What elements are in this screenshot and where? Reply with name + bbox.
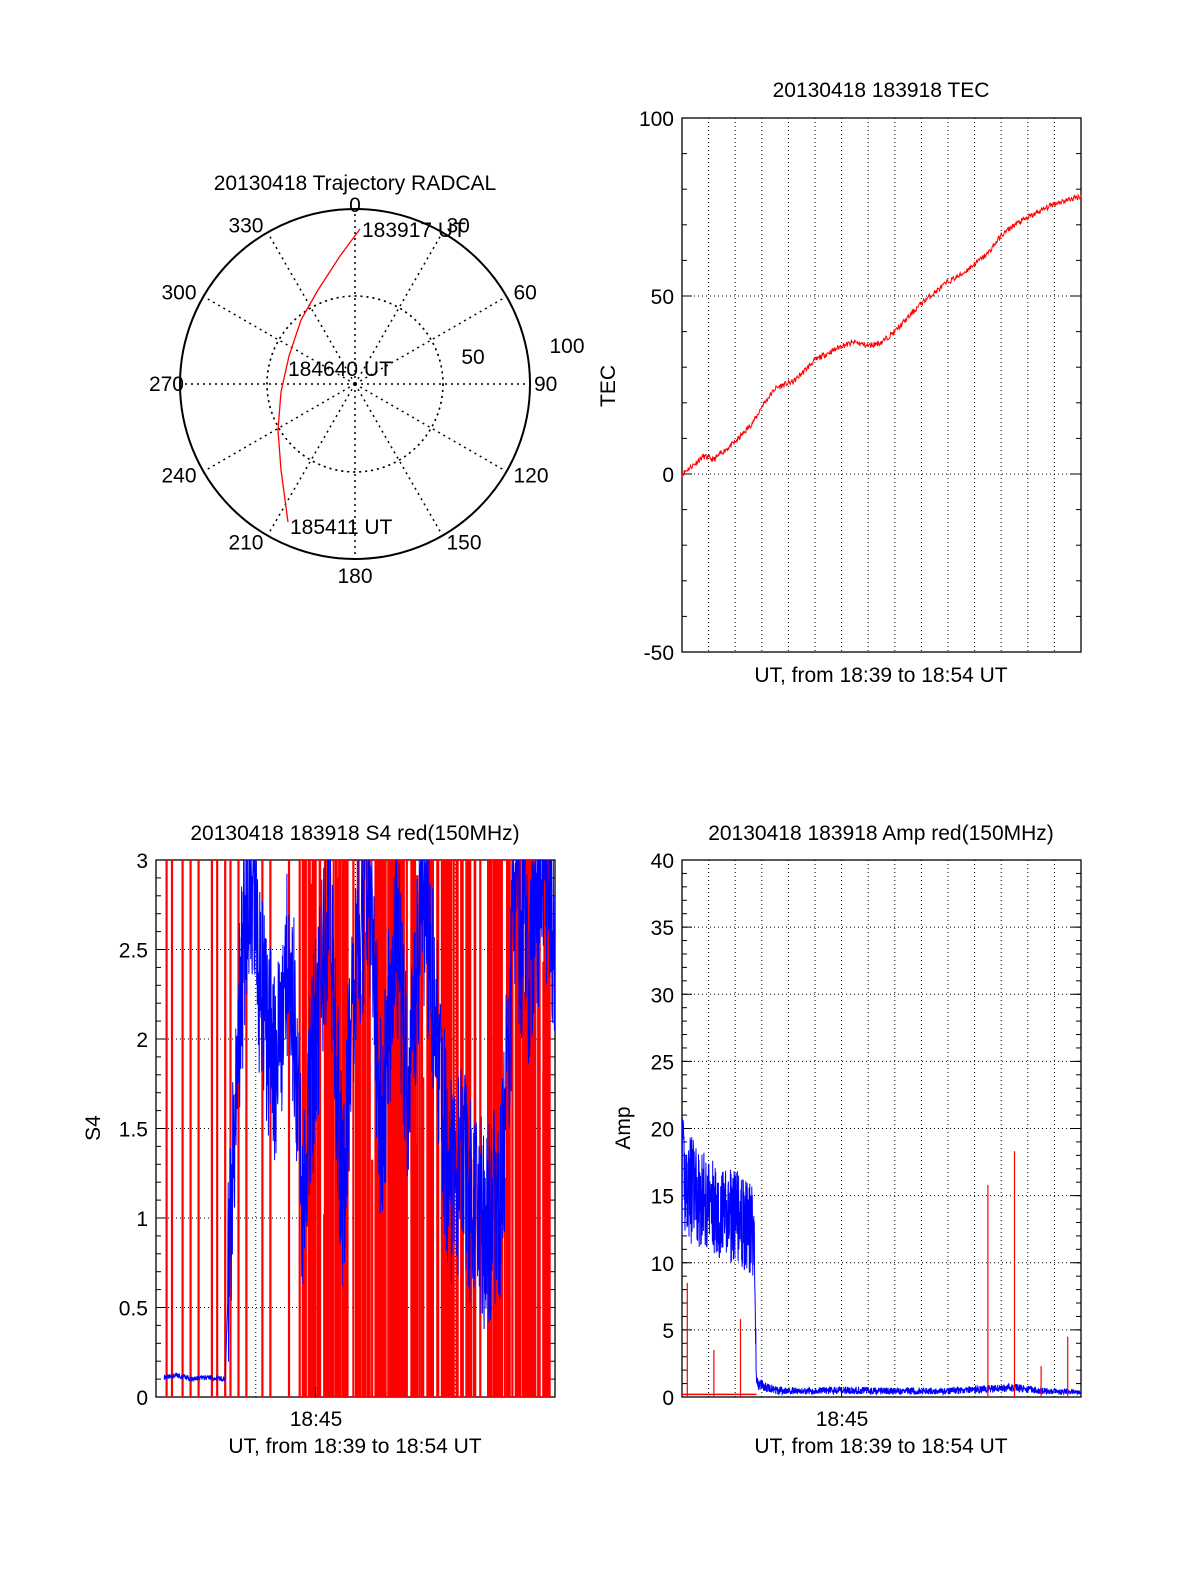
tec-panel: 20130418 183918 TEC TEC UT, from 18:39 t… (597, 79, 1082, 687)
s4-panel: 20130418 183918 S4 red(150MHz) S4 18:45 … (82, 822, 556, 1458)
polar-azimuth-label: 120 (513, 465, 548, 488)
polar-azimuth-label: 240 (161, 465, 196, 488)
amp-y-tick-label: 5 (662, 1320, 674, 1343)
polar-azimuth-label: 60 (513, 282, 536, 305)
polar-spoke (354, 383, 444, 536)
polar-azimuth-label: 210 (228, 531, 263, 554)
polar-spoke (266, 232, 356, 385)
polar-azimuth-label: 90 (534, 373, 557, 396)
polar-annotation-start: 183917 UT (362, 219, 466, 242)
polar-annotation-end: 185411 UT (290, 516, 393, 539)
polar-title: 20130418 Trajectory RADCAL (214, 172, 497, 195)
polar-azimuth-label: 150 (447, 531, 482, 554)
polar-annotation-mid: 184640 UT (288, 358, 392, 381)
amp-xtick-label: 18:45 (816, 1408, 869, 1431)
tec-title: 20130418 183918 TEC (773, 79, 990, 102)
amp-blue-series-line (681, 1118, 1082, 1397)
s4-y-tick-label: 3 (136, 850, 148, 873)
tec-series-line (681, 193, 1082, 477)
amp-y-tick-label: 20 (651, 1119, 674, 1142)
tec-y-tick-label: -50 (644, 642, 674, 665)
amp-y-tick-label: 25 (651, 1051, 674, 1074)
polar-spoke (354, 383, 507, 473)
polar-spoke (266, 383, 356, 536)
tec-y-tick-label: 50 (651, 286, 674, 309)
tec-plot-frame (681, 117, 1082, 653)
amp-plot-frame (681, 859, 1082, 1398)
tec-ylabel: TEC (597, 365, 620, 407)
polar-trajectory-panel: 20130418 Trajectory RADCAL 0 30 60 90 120 150… (149, 172, 585, 588)
amp-y-tick-label: 10 (651, 1253, 674, 1276)
polar-azimuth-label: 270 (149, 373, 184, 396)
s4-y-tick-label: 2 (136, 1029, 148, 1052)
s4-y-tick-label: 0 (136, 1387, 148, 1410)
s4-y-tick-label: 1.5 (119, 1119, 148, 1142)
polar-azimuth-label: 180 (337, 565, 372, 588)
polar-spoke (203, 295, 356, 385)
polar-spoke (203, 383, 356, 473)
s4-y-tick-label: 1 (136, 1208, 148, 1231)
polar-azimuth-label: 30 (447, 215, 470, 238)
tec-y-tick-label: 100 (639, 108, 674, 131)
polar-azimuth-label: 300 (161, 282, 196, 305)
amp-y-tick-label: 40 (651, 850, 674, 873)
polar-azimuth-label: 0 (349, 194, 361, 217)
tec-xlabel: UT, from 18:39 to 18:54 UT (754, 664, 1007, 687)
polar-spoke (354, 232, 444, 385)
amp-panel: 20130418 183918 Amp red(150MHz) Amp 18:4… (612, 822, 1082, 1458)
amp-xlabel: UT, from 18:39 to 18:54 UT (754, 1435, 1007, 1458)
polar-azimuth-label: 330 (228, 215, 263, 238)
s4-red-series (163, 860, 555, 1397)
amp-y-tick-label: 0 (662, 1387, 674, 1410)
polar-grid-ring-50 (266, 295, 444, 473)
s4-blue-series-line (163, 860, 555, 1382)
s4-ylabel: S4 (82, 1115, 105, 1141)
polar-trajectory-line (277, 228, 361, 523)
polar-radial-label-100: 100 (549, 335, 584, 358)
amp-y-tick-label: 15 (651, 1186, 674, 1209)
s4-title: 20130418 183918 S4 red(150MHz) (190, 822, 519, 845)
amp-y-tick-label: 35 (651, 917, 674, 940)
amp-title: 20130418 183918 Amp red(150MHz) (708, 822, 1054, 845)
amp-red-spikes (686, 1151, 1069, 1397)
amp-y-tick-label: 30 (651, 984, 674, 1007)
s4-xlabel: UT, from 18:39 to 18:54 UT (228, 1435, 481, 1458)
tec-y-tick-label: 0 (662, 464, 674, 487)
s4-xtick-label: 18:45 (290, 1408, 343, 1431)
s4-y-tick-label: 0.5 (119, 1298, 148, 1321)
amp-ylabel: Amp (612, 1106, 635, 1149)
s4-y-tick-label: 2.5 (119, 940, 148, 963)
polar-radial-label-50: 50 (461, 346, 484, 369)
polar-spoke (354, 295, 507, 385)
